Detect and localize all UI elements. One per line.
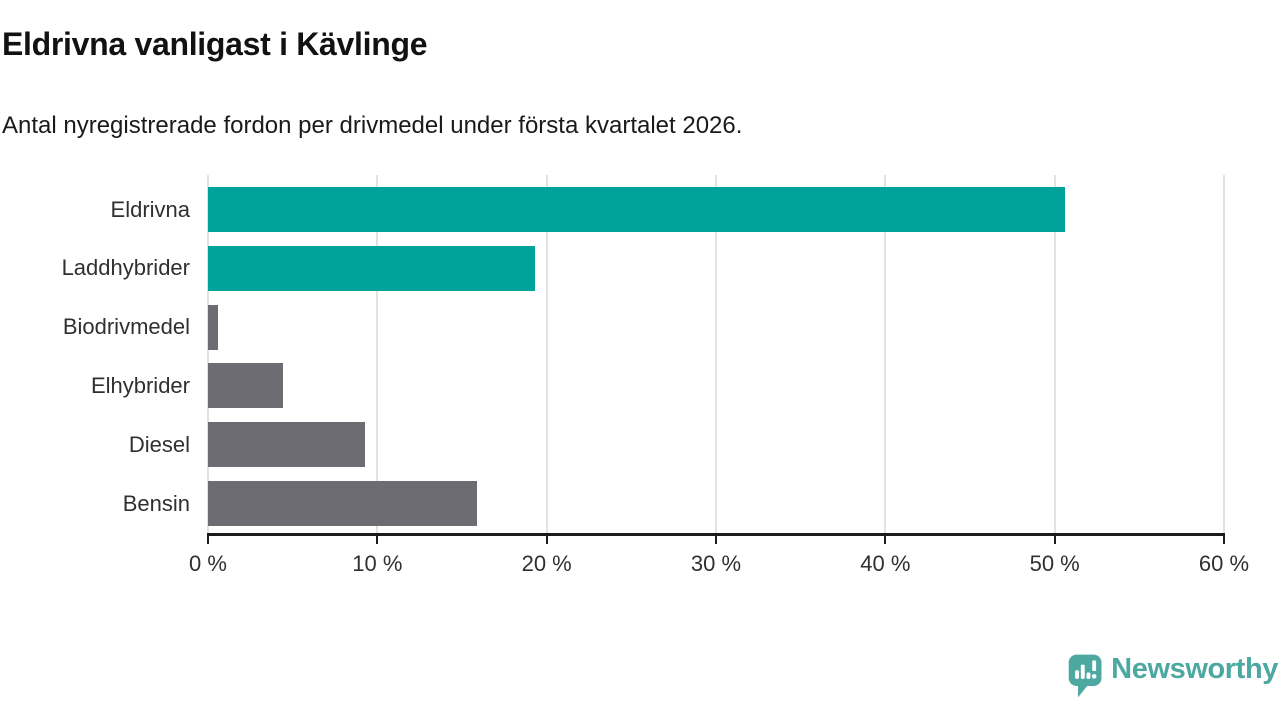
- gridline: [884, 175, 887, 535]
- gridline: [376, 175, 379, 535]
- brand-footer: Newsworthy: [1068, 650, 1278, 702]
- x-axis-tick: [715, 533, 717, 544]
- brand-wordmark: Newsworthy: [1111, 653, 1278, 685]
- category-label: Bensin: [122, 490, 190, 516]
- category-label: Laddhybrider: [61, 255, 190, 281]
- bar-elhybrider: [208, 363, 283, 409]
- bar-eldrivna: [208, 187, 1065, 232]
- gridline: [715, 175, 717, 535]
- x-axis-tick-label: 50 %: [1029, 551, 1080, 576]
- bar-diesel: [208, 422, 366, 468]
- x-axis-tick: [207, 533, 209, 544]
- x-axis-tick: [545, 533, 548, 544]
- gridline: [545, 175, 548, 535]
- x-axis-tick-label: 20 %: [521, 551, 572, 576]
- gridline: [1223, 175, 1225, 535]
- x-axis-tick: [1223, 533, 1225, 544]
- x-axis-tick: [884, 533, 887, 544]
- category-label: Biodrivmedel: [62, 314, 190, 340]
- newsworthy-pin-barchart-icon: [1068, 654, 1102, 698]
- category-label: Elhybrider: [90, 372, 190, 398]
- category-label: Diesel: [128, 431, 190, 457]
- x-axis-tick: [376, 533, 379, 544]
- chart-title: Eldrivna vanligast i Kävlinge: [2, 26, 428, 62]
- gridline: [207, 175, 209, 535]
- x-axis-tick-label: 0 %: [189, 551, 227, 576]
- bar-bensin: [208, 481, 478, 526]
- category-label: Eldrivna: [110, 196, 190, 222]
- chart-subtitle: Antal nyregistrerade fordon per drivmede…: [2, 112, 743, 139]
- x-axis-tick-label: 60 %: [1198, 551, 1250, 576]
- bar-chart-plot-area: 0 % 10 % 20 % 30 % 40 % 50 % 60 % Eldrivna Ladd…: [61, 175, 1250, 576]
- x-axis-tick-label: 30 %: [690, 551, 742, 576]
- x-axis-tick-label: 40 %: [860, 551, 911, 576]
- gridline: [1053, 175, 1056, 535]
- bar-laddhybrider: [208, 245, 535, 291]
- x-axis-tick: [1053, 533, 1056, 544]
- x-axis-tick-label: 10 %: [352, 551, 403, 576]
- bar-biodrivmedel: [208, 304, 219, 350]
